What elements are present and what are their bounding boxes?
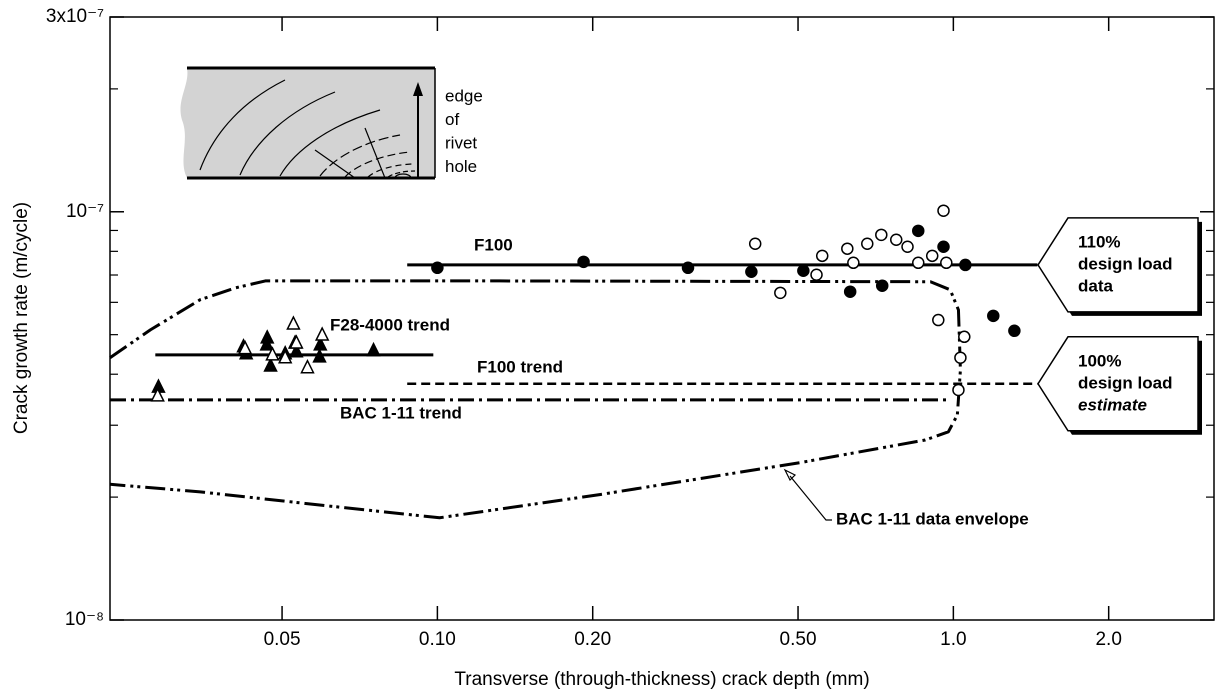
point [277,349,293,364]
point [289,334,304,349]
point [952,383,965,397]
point [314,326,330,341]
series-label: F100 trend [477,357,563,376]
inset-label: rivet [445,133,477,152]
point [289,343,304,358]
point [912,224,925,238]
y-tick-label: 10⁻⁷ [66,201,104,222]
point [259,336,274,351]
point [912,256,925,270]
point [577,255,590,269]
point [150,387,165,402]
point [843,285,857,298]
point [875,228,888,242]
point [841,242,854,255]
callout-box [1037,217,1199,313]
series-line [109,279,962,520]
plot-frame [109,16,1215,621]
point [810,268,823,282]
point [937,204,950,217]
point [263,357,278,372]
point [286,315,301,330]
callout-text: design load [1078,254,1172,273]
point [889,233,903,247]
point [959,258,972,272]
callout-box [1037,336,1199,432]
series-label: BAC 1-11 data envelope [836,509,1029,528]
point [815,249,829,263]
callout-text: 100% [1078,351,1121,370]
point [431,261,444,275]
point [366,341,381,357]
point [925,249,939,263]
point [937,240,950,253]
x-tick-label: 0.10 [419,629,456,650]
point [300,359,315,374]
callout-text: design load [1078,373,1172,392]
point [312,348,327,363]
point [847,256,860,270]
point [265,346,280,361]
point [681,261,695,275]
x-axis-label: Transverse (through-thickness) crack dep… [454,669,869,690]
inset-label: of [445,110,459,129]
inset-crack-lines [199,79,416,179]
leader-arrowhead [783,468,797,482]
point [745,265,758,278]
inset-label: edge [445,86,483,105]
point [940,256,953,270]
point [987,309,1000,323]
inset-plate [180,68,435,178]
callout-text: estimate [1078,395,1147,414]
series-label: BAC 1-11 trend [340,403,462,422]
point [901,240,914,253]
x-tick-label: 1.0 [940,629,966,650]
y-axis-label: Crack growth rate (m/cycle) [11,202,32,434]
point [932,313,945,327]
x-tick-label: 2.0 [1095,629,1121,650]
point [958,330,971,344]
series-label: F28-4000 trend [330,315,450,334]
point [748,237,762,250]
x-tick-label: 0.20 [574,629,611,650]
point [774,286,787,300]
point [237,339,253,355]
label-leader [789,475,832,521]
point [954,351,967,364]
x-tick-label: 0.50 [780,629,817,650]
callout-text: data [1078,276,1114,295]
callout-text: 110% [1078,232,1121,251]
callout: 110% design load data [1037,217,1202,316]
y-tick-label: 10⁻⁸ [65,609,104,630]
y-tick-label: 3x10⁻⁷ [46,6,104,27]
inset [180,66,436,180]
point [1008,324,1021,338]
series-label: F100 [474,235,513,254]
inset-label: hole [445,157,477,176]
x-tick-label: 0.05 [264,629,301,650]
callout: 100% design load estimate [1037,336,1202,435]
point [861,237,874,250]
inset-arrowhead [413,82,423,96]
point [875,279,889,292]
point [797,264,810,278]
